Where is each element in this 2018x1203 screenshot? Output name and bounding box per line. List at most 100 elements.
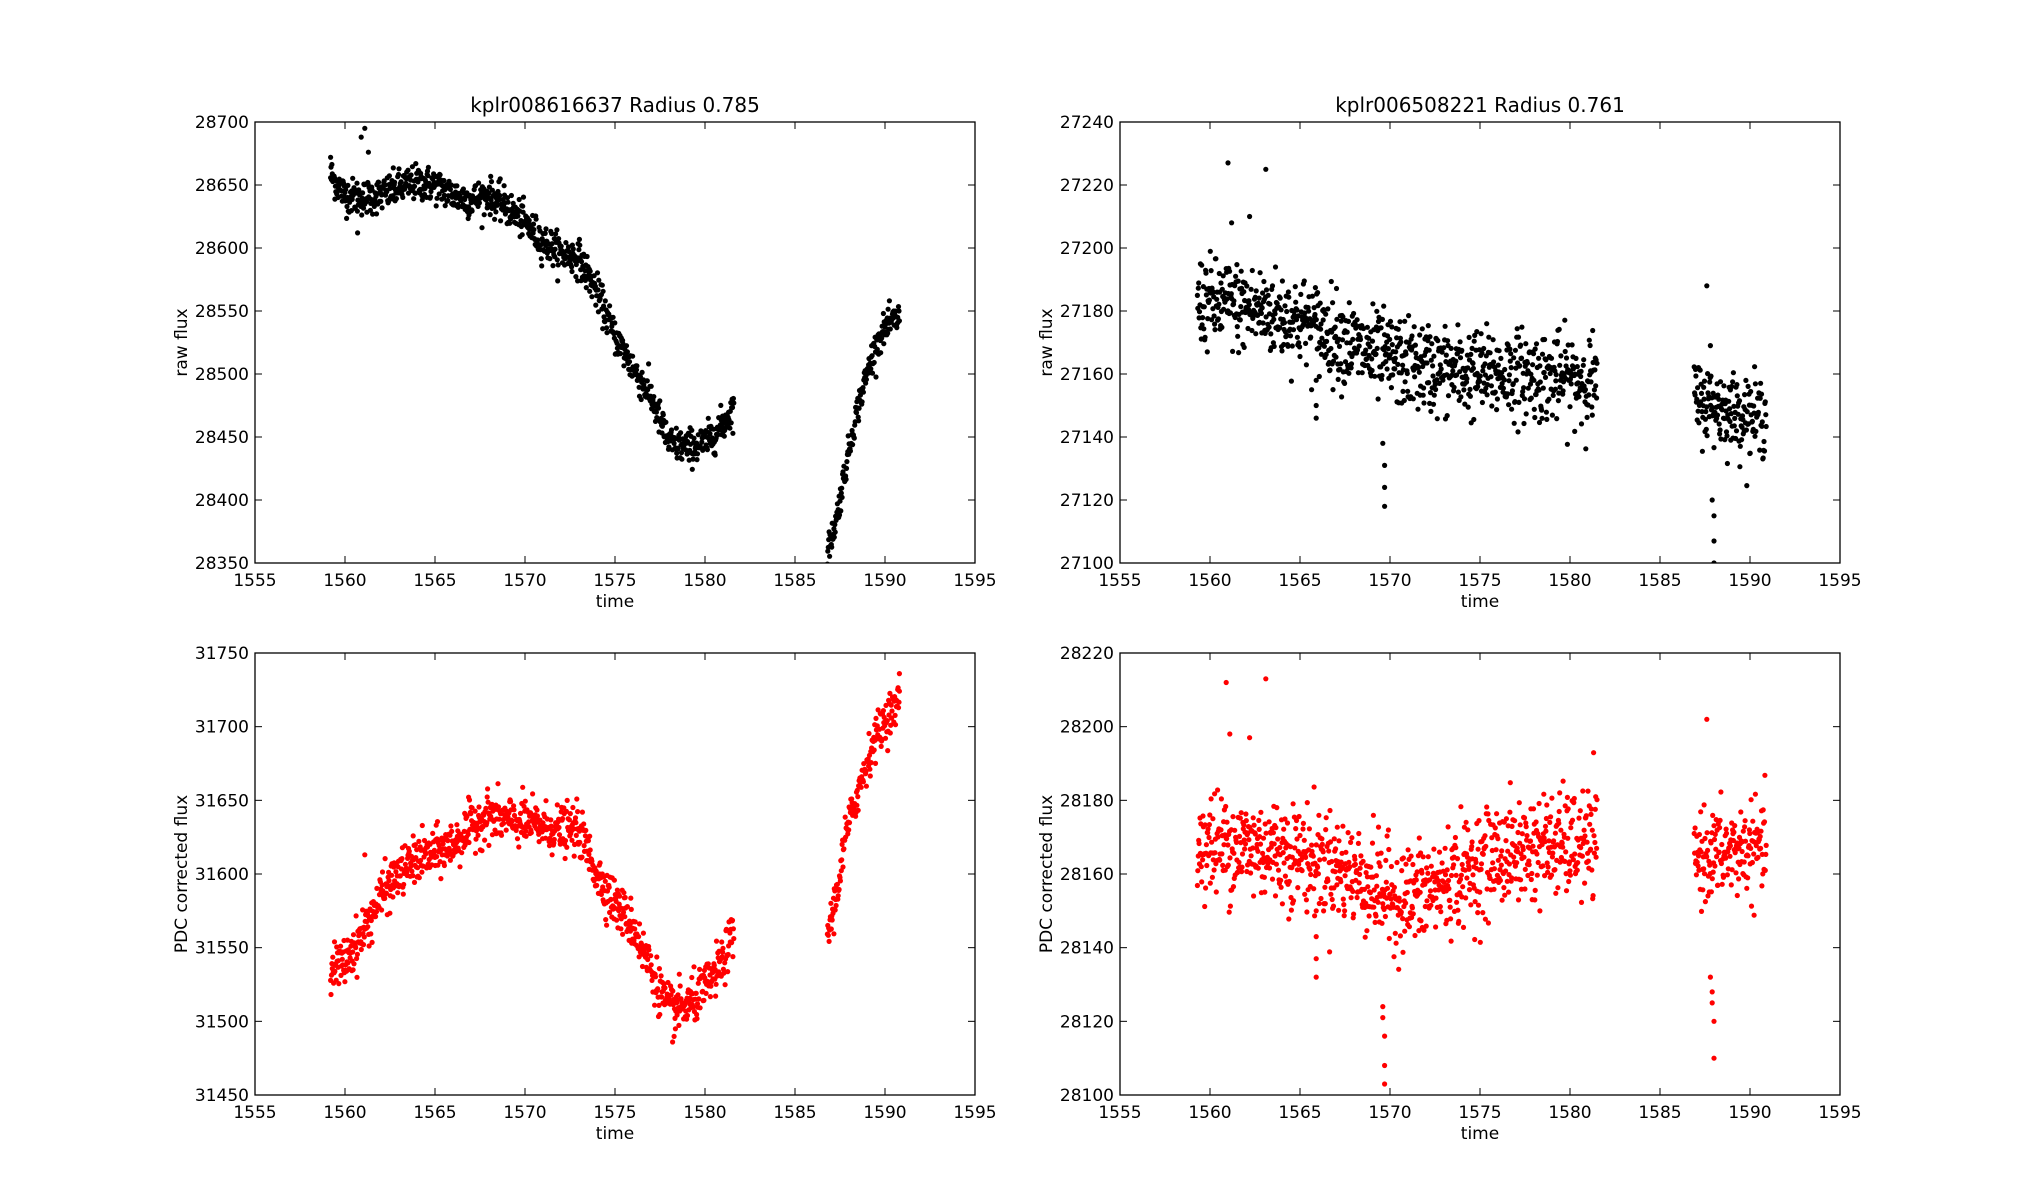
data-point	[1331, 836, 1337, 842]
data-point	[1417, 889, 1423, 895]
data-point	[1426, 380, 1432, 386]
data-point	[434, 195, 440, 201]
data-point	[1531, 377, 1537, 383]
data-point	[682, 1002, 688, 1008]
data-point	[1425, 323, 1431, 329]
data-point-outlier	[1313, 974, 1319, 980]
data-point	[551, 836, 557, 843]
data-point	[1751, 403, 1757, 409]
data-point	[1299, 868, 1305, 874]
data-point	[1194, 882, 1200, 889]
data-point	[884, 718, 890, 724]
data-point	[1702, 416, 1708, 422]
data-point	[1297, 832, 1303, 839]
data-point	[1306, 826, 1312, 832]
data-point	[1204, 862, 1210, 869]
data-point	[1198, 864, 1204, 870]
data-point	[673, 425, 679, 431]
data-point	[412, 842, 418, 848]
data-point	[896, 688, 903, 694]
y-tick-label: 27220	[1060, 176, 1114, 196]
data-point	[1215, 834, 1221, 840]
x-tick-label: 1590	[863, 571, 906, 591]
data-point	[1366, 913, 1372, 919]
data-point	[882, 735, 889, 741]
data-point	[400, 194, 406, 200]
data-point	[634, 363, 640, 369]
data-point	[1528, 371, 1534, 377]
data-point	[1199, 262, 1205, 268]
data-point	[1732, 823, 1738, 829]
data-point	[1453, 845, 1459, 851]
data-point	[368, 917, 374, 924]
data-point	[548, 817, 554, 823]
data-point	[392, 179, 398, 185]
data-point	[1383, 879, 1389, 885]
data-point	[554, 802, 560, 808]
data-point	[1581, 357, 1587, 363]
data-point	[1375, 318, 1382, 325]
data-point	[441, 177, 447, 184]
panel-2: 1555 1560 1565 1570 1575 1580 1585 1590 15952710…	[1037, 93, 1862, 612]
data-point	[1358, 853, 1364, 859]
data-point	[1403, 900, 1409, 906]
x-tick-label: 1585	[1638, 1103, 1681, 1123]
data-point	[1589, 827, 1595, 833]
data-point	[1395, 326, 1401, 332]
data-point	[1330, 300, 1336, 306]
y-tick-label: 31600	[195, 865, 249, 885]
data-point	[1278, 884, 1284, 890]
data-point	[686, 457, 692, 463]
data-point	[1760, 807, 1766, 813]
data-point	[360, 205, 367, 211]
data-point	[421, 837, 428, 844]
data-point	[1499, 897, 1505, 903]
data-point	[1311, 886, 1317, 892]
data-point	[1428, 863, 1434, 869]
data-point	[1288, 378, 1294, 384]
data-point	[1543, 357, 1549, 363]
data-point	[1517, 822, 1523, 828]
data-point	[881, 714, 887, 721]
data-point	[713, 981, 719, 987]
y-tick-label: 31650	[195, 791, 249, 811]
data-point	[1258, 809, 1264, 815]
data-point	[678, 430, 684, 436]
data-point	[587, 268, 593, 274]
data-point	[622, 914, 628, 920]
data-point	[1389, 342, 1395, 348]
data-point	[354, 951, 360, 958]
data-point	[1294, 334, 1300, 340]
data-point	[873, 715, 879, 722]
y-tick-label: 28500	[195, 365, 249, 385]
data-point	[1323, 827, 1329, 833]
data-point	[1334, 882, 1340, 888]
data-point	[1703, 409, 1709, 415]
data-point	[1421, 927, 1427, 933]
data-point	[1225, 862, 1231, 868]
data-point	[440, 841, 446, 847]
data-point	[1591, 387, 1597, 393]
data-point	[1698, 849, 1704, 855]
data-point	[1431, 392, 1437, 398]
data-point	[559, 816, 566, 822]
data-point	[1389, 324, 1395, 330]
data-point	[1727, 418, 1733, 425]
data-point	[1469, 843, 1475, 850]
data-point	[1263, 287, 1270, 293]
data-point	[1417, 332, 1423, 338]
data-point	[1699, 409, 1705, 415]
data-point	[1548, 872, 1555, 878]
data-point	[1499, 848, 1505, 854]
data-point	[836, 886, 842, 893]
x-tick-label: 1590	[1728, 571, 1771, 591]
data-point	[1456, 918, 1462, 925]
data-point	[1485, 811, 1491, 817]
data-point	[576, 247, 582, 253]
data-point	[1344, 329, 1350, 335]
data-point	[1272, 893, 1279, 899]
data-point	[1387, 318, 1394, 324]
data-point	[593, 868, 599, 874]
data-point	[826, 938, 832, 945]
data-point	[1352, 856, 1358, 862]
